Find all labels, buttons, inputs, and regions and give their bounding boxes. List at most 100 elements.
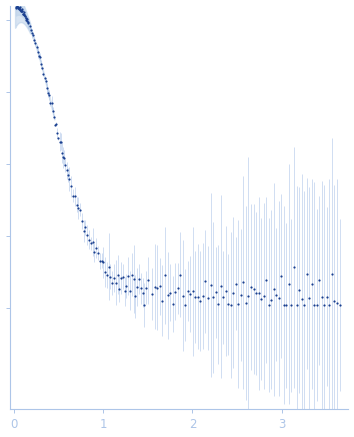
- Point: [120, 274, 126, 281]
- Point: [182, 302, 188, 309]
- Point: [86, 236, 92, 243]
- Point: [23, 17, 29, 24]
- Point: [324, 293, 330, 300]
- Point: [43, 78, 48, 85]
- Point: [235, 301, 241, 308]
- Point: [33, 40, 38, 47]
- Point: [155, 284, 160, 291]
- Point: [118, 274, 124, 281]
- Point: [85, 232, 90, 239]
- Point: [18, 8, 24, 15]
- Point: [57, 138, 62, 145]
- Point: [299, 295, 304, 302]
- Point: [289, 302, 294, 309]
- Point: [213, 289, 218, 296]
- Point: [19, 7, 25, 14]
- Point: [157, 283, 163, 290]
- Point: [228, 302, 234, 309]
- Point: [284, 302, 289, 309]
- Point: [60, 154, 66, 161]
- Point: [268, 296, 274, 303]
- Point: [316, 277, 322, 284]
- Point: [135, 284, 140, 291]
- Point: [92, 249, 97, 256]
- Point: [225, 301, 231, 308]
- Point: [200, 292, 206, 299]
- Point: [70, 192, 76, 199]
- Point: [16, 6, 22, 13]
- Point: [136, 275, 142, 282]
- Point: [22, 9, 27, 16]
- Point: [140, 289, 145, 296]
- Point: [127, 287, 133, 294]
- Point: [64, 166, 69, 173]
- Point: [210, 294, 216, 301]
- Point: [185, 288, 190, 295]
- Point: [55, 129, 60, 136]
- Point: [47, 100, 53, 107]
- Point: [18, 7, 24, 14]
- Point: [27, 23, 33, 30]
- Point: [37, 54, 43, 61]
- Point: [15, 3, 21, 10]
- Point: [30, 32, 36, 39]
- Point: [20, 10, 25, 17]
- Point: [145, 277, 151, 284]
- Point: [273, 291, 279, 298]
- Point: [230, 289, 236, 296]
- Point: [16, 4, 22, 11]
- Point: [39, 65, 45, 72]
- Point: [133, 293, 138, 300]
- Point: [202, 278, 208, 285]
- Point: [170, 301, 176, 308]
- Point: [149, 291, 155, 298]
- Point: [175, 285, 181, 292]
- Point: [258, 296, 264, 303]
- Point: [243, 299, 249, 306]
- Point: [314, 302, 320, 309]
- Point: [20, 10, 26, 17]
- Point: [125, 273, 131, 280]
- Point: [18, 6, 23, 13]
- Point: [306, 294, 312, 301]
- Point: [81, 227, 86, 234]
- Point: [56, 135, 61, 142]
- Point: [21, 10, 27, 17]
- Point: [109, 279, 115, 286]
- Point: [34, 44, 39, 51]
- Point: [44, 84, 50, 91]
- Point: [67, 175, 72, 182]
- Point: [65, 172, 70, 179]
- Point: [51, 113, 57, 120]
- Point: [116, 285, 122, 292]
- Point: [21, 11, 27, 18]
- Point: [208, 281, 213, 288]
- Point: [19, 6, 24, 13]
- Point: [25, 18, 30, 25]
- Point: [17, 3, 22, 10]
- Point: [246, 292, 251, 299]
- Point: [177, 271, 183, 278]
- Point: [319, 294, 325, 301]
- Point: [14, 3, 20, 10]
- Point: [42, 75, 47, 82]
- Point: [143, 284, 149, 291]
- Point: [29, 30, 35, 37]
- Point: [238, 291, 244, 298]
- Point: [301, 302, 307, 309]
- Point: [276, 295, 282, 302]
- Point: [13, 3, 19, 10]
- Point: [97, 257, 103, 264]
- Point: [58, 139, 64, 146]
- Point: [63, 162, 68, 169]
- Point: [23, 15, 29, 22]
- Point: [251, 286, 256, 293]
- Point: [25, 20, 31, 27]
- Point: [218, 283, 223, 290]
- Point: [95, 250, 101, 257]
- Point: [41, 70, 46, 77]
- Point: [93, 244, 99, 251]
- Point: [22, 13, 28, 20]
- Point: [195, 293, 201, 300]
- Point: [28, 26, 34, 33]
